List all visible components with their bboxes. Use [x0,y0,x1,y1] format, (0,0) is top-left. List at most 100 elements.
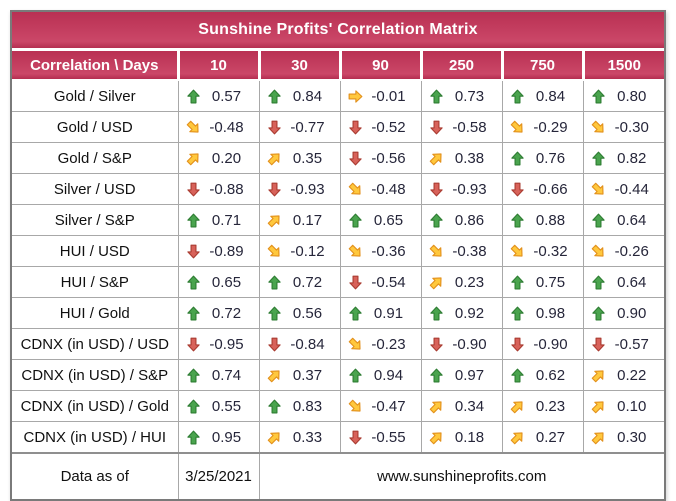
trend-down-icon [429,182,443,196]
correlation-value: 0.73 [454,87,485,105]
correlation-value: 0.92 [454,304,485,322]
correlation-rows: Gold / Silver 0.57 0.84 -0.01 0.73 0.84 0.80 Go… [12,80,664,454]
table-row: Gold / USD -0.48 -0.77 -0.52 -0.58 -0.29 -0.30 [12,111,664,143]
correlation-value: -0.95 [209,335,244,353]
correlation-value: -0.01 [371,87,406,105]
trend-up-icon [348,213,362,227]
correlation-value: -0.36 [371,242,406,260]
correlation-value: -0.77 [290,118,325,136]
correlation-cell: -0.89 [177,235,260,267]
correlation-value: -0.89 [209,242,244,260]
correlation-cell: 0.97 [420,359,503,391]
correlation-value: 0.84 [292,87,323,105]
correlation-value: -0.44 [614,180,649,198]
correlation-value: 0.23 [454,273,485,291]
correlation-cell: -0.29 [501,111,584,143]
trend-up-icon [510,151,524,165]
trend-up-icon [186,213,200,227]
correlation-cell: -0.44 [582,173,664,205]
correlation-cell: 0.95 [177,421,260,454]
trend-up-icon [429,306,443,320]
table-row: Gold / Silver 0.57 0.84 -0.01 0.73 0.84 0.80 [12,80,664,112]
correlation-value: -0.90 [452,335,487,353]
trend-up-right-icon [429,152,442,165]
correlation-cell: 0.30 [582,421,664,454]
correlation-value: 0.98 [535,304,566,322]
title-divider [12,48,664,51]
correlation-cell: 0.82 [582,142,664,174]
trend-up-right-icon [429,400,442,413]
correlation-cell: -0.30 [582,111,664,143]
correlation-value: -0.32 [533,242,568,260]
correlation-cell: 0.98 [501,297,584,329]
trend-up-icon [186,430,200,444]
correlation-value: 0.72 [292,273,323,291]
row-label: HUI / USD [12,235,179,267]
correlation-value: 0.64 [617,211,647,229]
correlation-cell: -0.90 [501,328,584,360]
correlation-cell: 0.94 [339,359,422,391]
row-label: Silver / S&P [12,204,179,236]
table-row: HUI / Gold 0.72 0.56 0.91 0.92 0.98 0.90 [12,297,664,329]
correlation-cell: -0.12 [258,235,341,267]
table-row: Silver / USD -0.88 -0.93 -0.48 -0.93 -0.66 -0.… [12,173,664,205]
trend-down-icon [429,337,443,351]
correlation-value: -0.84 [290,335,325,353]
trend-up-right-icon [186,152,199,165]
correlation-value: -0.26 [614,242,649,260]
table-row: Gold / S&P 0.20 0.35 -0.56 0.38 0.76 0.82 [12,142,664,174]
trend-down-right-icon [591,244,604,257]
trend-up-icon [510,306,524,320]
trend-up-right-icon [429,431,442,444]
column-header-days-30: 30 [257,51,340,81]
row-label: Silver / USD [12,173,179,205]
correlation-cell: 0.92 [420,297,503,329]
trend-right-icon [348,89,362,103]
correlation-cell: 0.72 [177,297,260,329]
correlation-cell: 0.91 [339,297,422,329]
correlation-cell: 0.23 [420,266,503,298]
row-label: CDNX (in USD) / HUI [12,421,179,454]
trend-up-right-icon [429,276,442,289]
correlation-cell: 0.64 [582,266,664,298]
correlation-cell: -0.77 [258,111,341,143]
correlation-value: 0.76 [535,149,566,167]
correlation-cell: 0.86 [420,204,503,236]
correlation-cell: -0.01 [339,80,422,112]
correlation-cell: 0.84 [258,80,341,112]
correlation-value: 0.75 [535,273,566,291]
trend-up-icon [429,89,443,103]
correlation-cell: -0.88 [177,173,260,205]
correlation-cell: 0.56 [258,297,341,329]
correlation-cell: -0.57 [582,328,664,360]
trend-up-icon [348,368,362,382]
trend-down-right-icon [591,182,604,195]
column-header-days-90: 90 [338,51,421,81]
correlation-cell: -0.55 [339,421,422,454]
trend-down-icon [267,120,281,134]
correlation-value: 0.94 [373,366,404,384]
correlation-value: -0.12 [290,242,325,260]
correlation-value: -0.88 [209,180,244,198]
trend-up-icon [267,275,281,289]
trend-up-icon [591,275,605,289]
correlation-value: 0.88 [535,211,566,229]
trend-up-icon [591,213,605,227]
correlation-cell: 0.37 [258,359,341,391]
table-row: Data as of 3/25/2021 www.sunshineprofits… [12,452,664,499]
correlation-cell: -0.54 [339,266,422,298]
correlation-cell: 0.65 [339,204,422,236]
correlation-cell: -0.93 [420,173,503,205]
correlation-cell: 0.27 [501,421,584,454]
correlation-value: 0.65 [211,273,242,291]
correlation-cell: -0.47 [339,390,422,422]
trend-up-icon [267,399,281,413]
correlation-cell: 0.38 [420,142,503,174]
correlation-value: -0.93 [452,180,487,198]
correlation-value: -0.30 [614,118,649,136]
correlation-cell: 0.35 [258,142,341,174]
correlation-value: 0.56 [292,304,323,322]
correlation-cell: -0.48 [177,111,260,143]
correlation-value: 0.71 [211,211,242,229]
trend-down-right-icon [348,337,361,350]
